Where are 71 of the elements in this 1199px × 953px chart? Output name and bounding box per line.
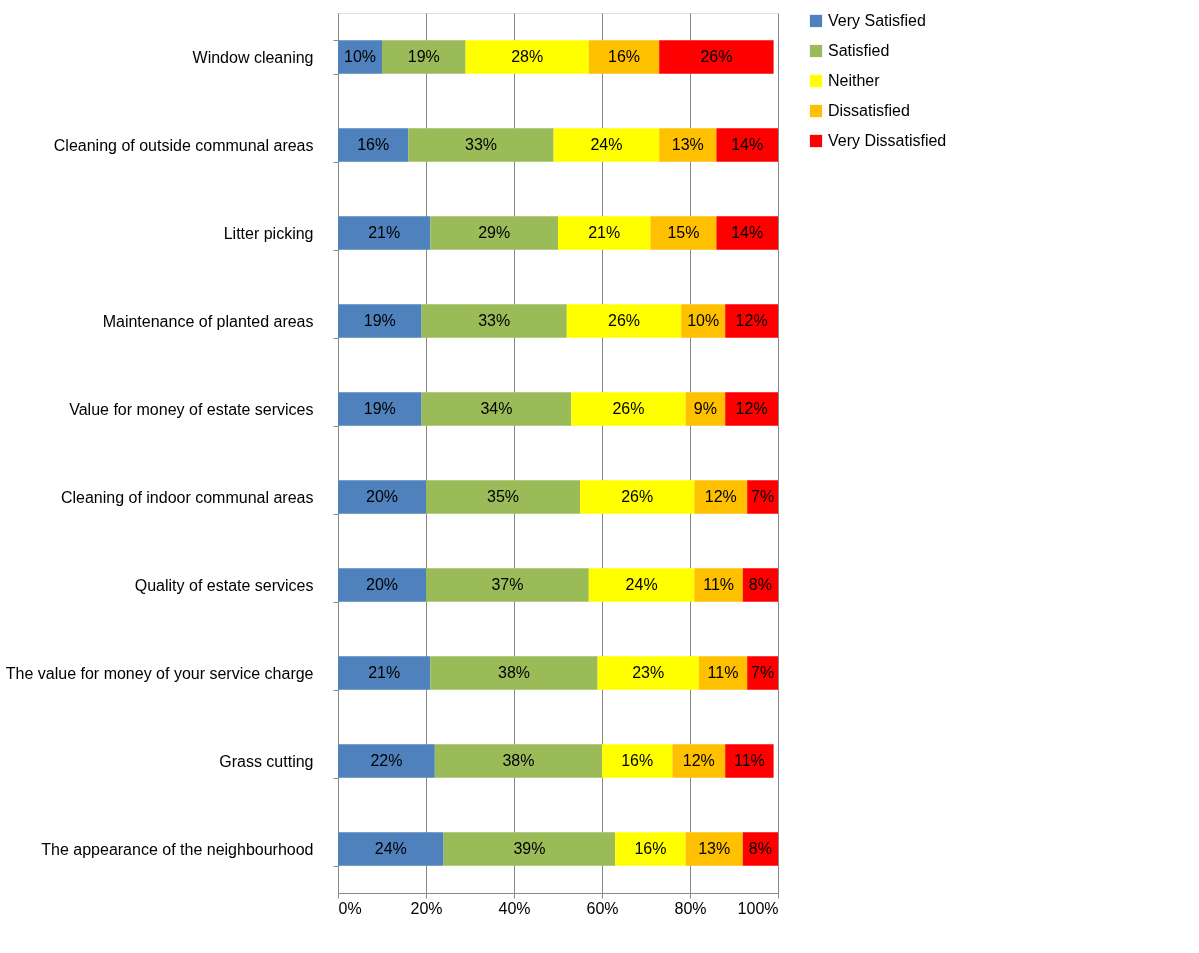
data-label: 19%: [363, 312, 396, 329]
legend-label: Very Dissatisfied: [828, 132, 947, 149]
y-tick-label: The value for money of your service charge: [5, 664, 314, 682]
data-label: 14%: [731, 224, 764, 241]
data-label: 16%: [357, 136, 390, 153]
data-label: 22%: [370, 752, 403, 769]
y-tick-label: Window cleaning: [192, 48, 314, 66]
data-label: 35%: [486, 488, 520, 505]
y-tick-label: Quality of estate services: [134, 576, 314, 594]
data-label: 28%: [511, 48, 544, 65]
data-label: 9%: [693, 400, 717, 417]
data-label: 12%: [735, 312, 768, 329]
data-label: 11%: [733, 752, 765, 769]
y-tick-label: Maintenance of planted areas: [102, 312, 314, 330]
data-label: 26%: [612, 400, 645, 417]
data-label: 11%: [707, 664, 739, 681]
data-label: 38%: [502, 752, 535, 769]
data-label: 21%: [588, 224, 621, 241]
data-label: 33%: [478, 312, 511, 329]
y-tick-label: Grass cutting: [219, 752, 314, 770]
data-label: 26%: [700, 48, 733, 65]
data-label: 39%: [513, 840, 546, 857]
data-label: 13%: [671, 136, 704, 153]
legend-label: Dissatisfied: [828, 102, 910, 119]
data-label: 23%: [632, 664, 665, 681]
x-tick-label: 20%: [410, 899, 443, 917]
data-label: 38%: [497, 664, 531, 681]
data-label: 26%: [621, 488, 654, 505]
data-label: 7%: [751, 488, 775, 505]
data-label: 10%: [343, 48, 377, 65]
data-label: 8%: [748, 840, 772, 857]
legend-label: Very Satisfied: [828, 12, 926, 29]
data-label: 16%: [607, 48, 641, 65]
data-label: 7%: [751, 664, 775, 681]
data-label: 20%: [365, 488, 399, 505]
data-label: 34%: [480, 400, 513, 417]
data-label: 12%: [704, 488, 737, 505]
x-tick-label: 80%: [674, 899, 707, 917]
data-label: 33%: [464, 136, 498, 153]
data-label: 21%: [368, 224, 401, 241]
data-label: 26%: [607, 312, 641, 329]
data-label: 15%: [667, 224, 700, 241]
data-label: 20%: [365, 576, 399, 593]
data-label: 12%: [682, 752, 715, 769]
data-label: 14%: [731, 136, 764, 153]
legend-label: Neither: [828, 72, 881, 89]
y-tick-label: The appearance of the neighbourhood: [41, 840, 314, 858]
data-label: 24%: [590, 136, 623, 153]
y-tick-label: Cleaning of indoor communal areas: [60, 488, 314, 506]
data-label: 8%: [748, 576, 772, 593]
x-tick-label: 100%: [737, 899, 779, 917]
y-tick-label: Litter picking: [223, 224, 314, 242]
data-label: 13%: [698, 840, 731, 857]
data-label: 19%: [363, 400, 396, 417]
x-tick-label: 0%: [338, 899, 362, 917]
data-label: 19%: [407, 48, 440, 65]
data-label: 24%: [374, 840, 407, 857]
y-tick-label: Value for money of estate services: [69, 400, 314, 418]
y-tick-label: Cleaning of outside communal areas: [53, 136, 314, 154]
data-label: 16%: [621, 752, 654, 769]
data-label: 24%: [625, 576, 658, 593]
x-tick-label: 60%: [586, 899, 619, 917]
data-label: 10%: [687, 312, 720, 329]
x-tick-label: 40%: [498, 899, 531, 917]
data-label: 11%: [703, 576, 735, 593]
data-label: 29%: [478, 224, 511, 241]
data-label: 37%: [491, 576, 524, 593]
data-label: 16%: [634, 840, 667, 857]
data-label: 12%: [735, 400, 768, 417]
legend-label: Satisfied: [828, 42, 890, 59]
data-label: 21%: [368, 664, 401, 681]
